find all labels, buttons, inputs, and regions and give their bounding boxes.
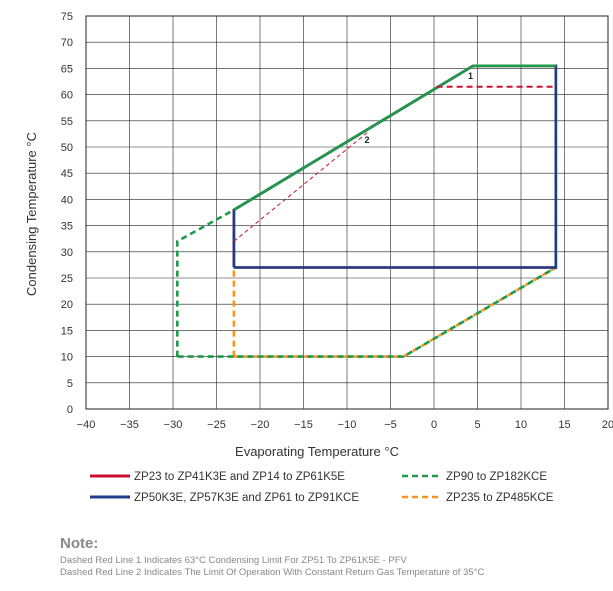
y-tick-label-0: 0 <box>67 404 73 416</box>
x-tick-label-10: 10 <box>515 419 527 431</box>
note-line-2: Dashed Red Line 2 Indicates The Limit Of… <box>60 567 485 578</box>
x-tick-label-8: 0 <box>431 419 437 431</box>
series-0-line <box>232 64 558 358</box>
y-tick-label-8: 40 <box>61 194 73 206</box>
x-tick-label-9: 5 <box>474 419 480 431</box>
note-block: Note: Dashed Red Line 1 Indicates 63°C C… <box>60 535 613 579</box>
y-tick-label-14: 70 <box>61 37 73 49</box>
annotation-label-1: 1 <box>468 71 473 81</box>
x-tick-label-11: 15 <box>558 419 570 431</box>
series-4-line <box>233 64 556 212</box>
annotation-group: 12 <box>233 71 556 242</box>
y-tick-label-1: 5 <box>67 378 73 390</box>
series-group <box>176 64 558 358</box>
y-tick-label-12: 60 <box>61 90 73 102</box>
x-tick-label-3: −25 <box>207 419 226 431</box>
y-tick-label-3: 15 <box>61 325 73 337</box>
x-tick-label-6: −10 <box>338 419 357 431</box>
y-tick-label-5: 25 <box>61 273 73 285</box>
tick-labels: −40 −35 −30 −25 −20 −15 −10 −5 0 5 10 15 20 0 5 10 15 20 2… <box>61 11 613 431</box>
legend-label-zp235-to-zp485kce: ZP235 to ZP485KCE <box>446 492 554 504</box>
x-tick-label-12: 20 <box>602 419 613 431</box>
y-axis-label: Condensing Temperature °C <box>24 132 39 296</box>
x-axis-label: Evaporating Temperature °C <box>235 444 399 459</box>
series-2-line <box>232 64 558 269</box>
x-tick-label-1: −35 <box>120 419 139 431</box>
y-tick-label-4: 20 <box>61 299 73 311</box>
annotation-line-2 <box>233 130 370 242</box>
annotation-label-2: 2 <box>365 135 370 145</box>
legend-label-zp50k3e-zp57k3e-and-zp61-to-zp91kce: ZP50K3E, ZP57K3E and ZP61 to ZP91KCE <box>134 492 359 504</box>
y-tick-label-2: 10 <box>61 352 73 364</box>
y-tick-label-9: 45 <box>61 168 73 180</box>
x-tick-label-4: −20 <box>251 419 270 431</box>
y-tick-label-10: 50 <box>61 142 73 154</box>
y-tick-label-7: 35 <box>61 221 73 233</box>
x-tick-label-7: −5 <box>384 419 397 431</box>
y-tick-label-11: 55 <box>61 116 73 128</box>
x-tick-label-5: −15 <box>294 419 313 431</box>
y-tick-label-15: 75 <box>61 11 73 23</box>
legend-label-zp23-to-zp41k3e-and-zp14-to-zp61k5e: ZP23 to ZP41K3E and ZP14 to ZP61K5E <box>134 471 345 483</box>
y-tick-label-6: 30 <box>61 247 73 259</box>
note-title: Note: <box>60 535 99 552</box>
legend-label-zp90-to-zp182kce: ZP90 to ZP182KCE <box>446 471 547 483</box>
x-tick-label-0: −40 <box>77 419 96 431</box>
grid <box>85 15 609 410</box>
note-line-1: Dashed Red Line 1 Indicates 63°C Condens… <box>60 555 407 566</box>
x-tick-label-2: −30 <box>164 419 183 431</box>
series-3-line <box>232 64 558 269</box>
legend: ZP23 to ZP41K3E and ZP14 to ZP61K5E ZP90 … <box>90 471 554 504</box>
plot-frame <box>85 15 609 410</box>
y-tick-label-13: 65 <box>61 63 73 75</box>
